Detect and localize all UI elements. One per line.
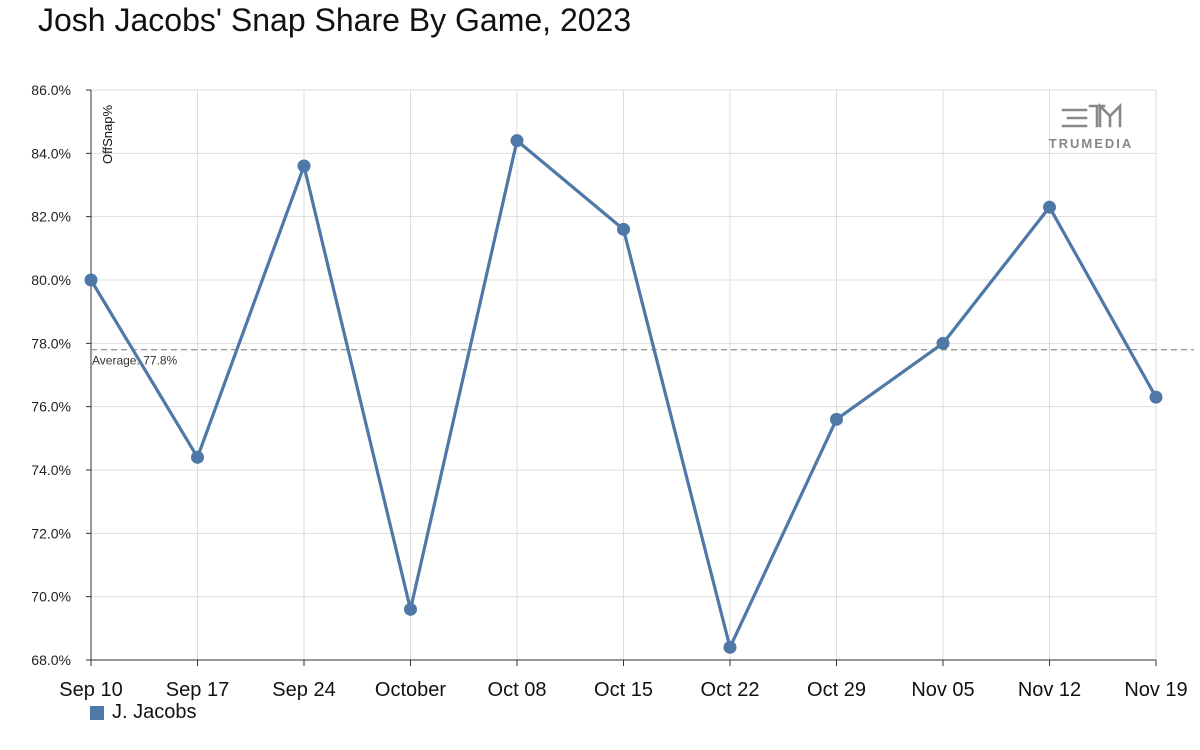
average-label: Average: 77.8% bbox=[92, 354, 178, 368]
data-point bbox=[84, 273, 98, 287]
chart-title: Josh Jacobs' Snap Share By Game, 2023 bbox=[38, 2, 632, 38]
trumedia-logo-icon bbox=[1061, 102, 1122, 128]
axes bbox=[86, 89, 1157, 666]
y-tick-label: 82.0% bbox=[31, 209, 71, 225]
y-tick-label: 86.0% bbox=[31, 82, 71, 98]
x-tick-label: Nov 19 bbox=[1124, 679, 1187, 701]
y-tick-label: 68.0% bbox=[31, 652, 71, 668]
data-point bbox=[191, 450, 204, 464]
legend-label: J. Jacobs bbox=[112, 701, 197, 723]
series-j-jacobs bbox=[84, 134, 1163, 654]
y-tick-label: 80.0% bbox=[31, 272, 71, 288]
y-tick-labels: 68.0% 70.0% 72.0% 74.0% 76.0% 78.0% 80.0% 82.0%… bbox=[31, 82, 71, 668]
average-reference: Average: 77.8% bbox=[91, 349, 1194, 368]
legend: J. Jacobs bbox=[90, 701, 196, 724]
x-tick-label: Sep 17 bbox=[166, 679, 229, 701]
x-gridlines bbox=[90, 90, 1157, 660]
data-point bbox=[723, 640, 737, 654]
x-tick-label: Oct 22 bbox=[701, 679, 760, 701]
y-tick-label: 74.0% bbox=[31, 462, 71, 478]
data-point bbox=[830, 412, 843, 426]
x-tick-label: Sep 24 bbox=[272, 679, 335, 701]
y-tick-label: 70.0% bbox=[31, 589, 71, 605]
y-tick-label: 72.0% bbox=[31, 525, 71, 541]
data-point bbox=[510, 134, 524, 148]
x-tick-label: October bbox=[375, 679, 446, 701]
x-tick-label: Nov 05 bbox=[911, 679, 974, 701]
x-tick-label: Oct 15 bbox=[594, 679, 653, 701]
x-tick-labels: Sep 10 Sep 17 Sep 24 October Oct 08 Oct 15 Oct… bbox=[59, 679, 1187, 701]
y-tick-label: 78.0% bbox=[31, 335, 71, 351]
brand-watermark: TRUMEDIA bbox=[1049, 102, 1134, 151]
brand-name: TRUMEDIA bbox=[1049, 136, 1134, 151]
y-tick-label: 76.0% bbox=[31, 399, 71, 415]
data-point bbox=[617, 222, 630, 236]
data-point bbox=[404, 602, 417, 616]
x-tick-label: Oct 08 bbox=[488, 679, 547, 701]
data-point bbox=[1149, 390, 1163, 404]
data-point bbox=[936, 336, 950, 350]
data-point bbox=[297, 159, 311, 173]
legend-swatch bbox=[90, 705, 104, 720]
x-tick-label: Nov 12 bbox=[1018, 679, 1081, 701]
x-tick-label: Oct 29 bbox=[807, 679, 866, 701]
x-tick-label: Sep 10 bbox=[59, 679, 122, 701]
data-point bbox=[1043, 200, 1056, 214]
y-tick-label: 84.0% bbox=[31, 145, 71, 161]
y-axis-label: OffSnap% bbox=[100, 105, 115, 164]
